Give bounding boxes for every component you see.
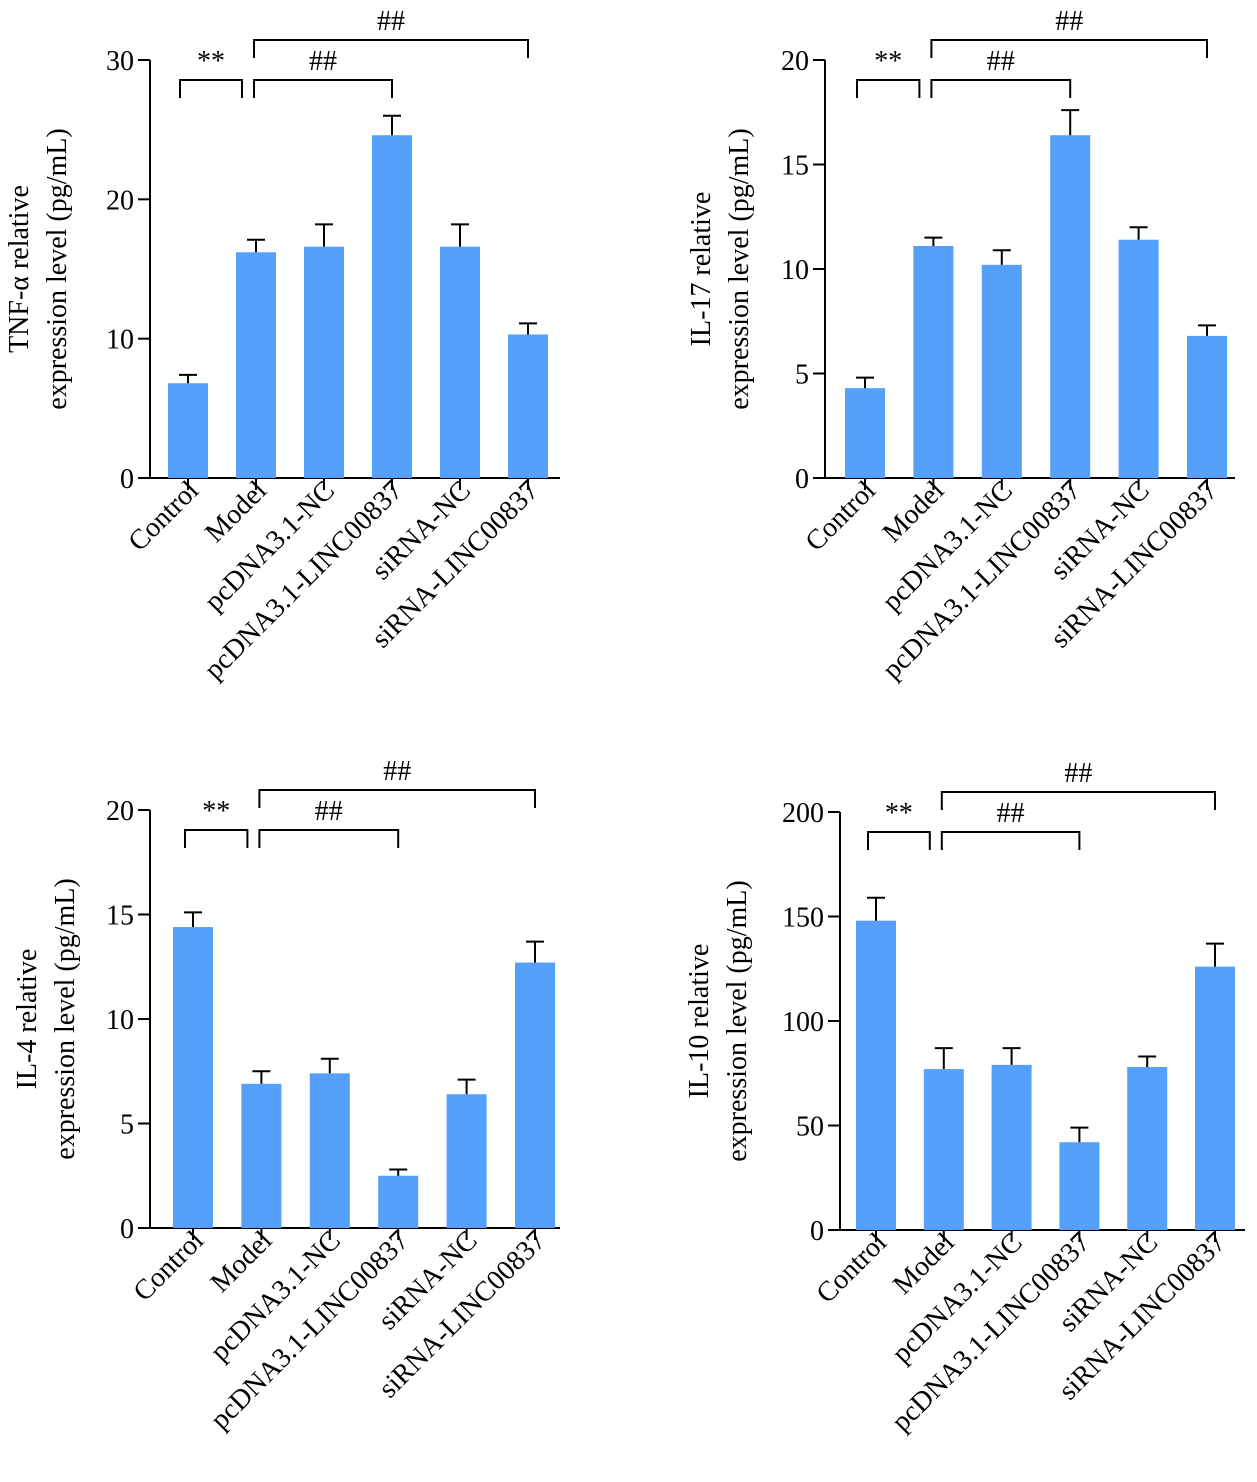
bar bbox=[1059, 1142, 1100, 1230]
y-tick-label: 0 bbox=[120, 1214, 134, 1245]
y-tick-label: 0 bbox=[795, 464, 809, 495]
x-tick-label: Control bbox=[800, 475, 883, 558]
y-tick-label: 20 bbox=[106, 796, 134, 827]
bar bbox=[309, 1073, 350, 1228]
significance-label: ## bbox=[997, 798, 1025, 829]
bar bbox=[856, 920, 896, 1230]
bar bbox=[1118, 239, 1159, 478]
y-tick-label: 10 bbox=[781, 255, 809, 286]
y-tick-label: 0 bbox=[810, 1216, 824, 1247]
y-tick-label: 150 bbox=[782, 903, 824, 934]
significance-label: ## bbox=[1064, 758, 1092, 789]
y-tick-label: 5 bbox=[795, 360, 809, 391]
significance-bracket bbox=[184, 829, 249, 848]
bar bbox=[923, 1069, 964, 1230]
significance-bracket bbox=[258, 789, 536, 808]
bar bbox=[1050, 135, 1091, 479]
significance-label: ## bbox=[309, 46, 337, 77]
y-tick-label: 20 bbox=[106, 185, 134, 216]
bar bbox=[991, 1064, 1032, 1230]
significance-label: ** bbox=[885, 798, 913, 829]
bar bbox=[508, 334, 548, 478]
significance-label: ## bbox=[383, 756, 411, 787]
bar bbox=[845, 388, 885, 478]
y-tick-label: 15 bbox=[106, 901, 134, 932]
significance-bracket bbox=[940, 831, 1081, 850]
bar bbox=[446, 1094, 487, 1228]
significance-label: ## bbox=[987, 46, 1015, 77]
y-tick-label: 100 bbox=[782, 1007, 824, 1038]
y-axis-label: expression level (pg/mL) bbox=[50, 878, 81, 1159]
significance-bracket bbox=[930, 39, 1208, 58]
significance-label: ** bbox=[874, 46, 902, 77]
chart-panel-1: 0 10 20 30 TNF-α relative expression level (p… bbox=[4, 6, 560, 686]
y-tick-label: 30 bbox=[106, 46, 134, 77]
y-axis-label: expression level (pg/mL) bbox=[724, 128, 755, 409]
significance-label: ## bbox=[315, 796, 343, 827]
bar bbox=[1187, 335, 1227, 478]
significance-label: ** bbox=[202, 796, 230, 827]
y-tick-label: 15 bbox=[781, 151, 809, 182]
y-axis-label: expression level (pg/mL) bbox=[722, 880, 753, 1161]
significance-bracket bbox=[253, 39, 529, 58]
chart-panel-4: 0 50 100 150 200 IL-10 relative expression lev… bbox=[684, 758, 1245, 1438]
significance-label: ## bbox=[1055, 6, 1083, 37]
bar bbox=[173, 927, 213, 1228]
y-tick-label: 50 bbox=[796, 1112, 824, 1143]
y-tick-label: 200 bbox=[782, 798, 824, 829]
bar bbox=[913, 246, 954, 478]
significance-bracket bbox=[856, 79, 921, 98]
bar bbox=[241, 1083, 282, 1228]
y-axis-label: IL-17 relative bbox=[686, 192, 717, 347]
bar bbox=[515, 962, 555, 1228]
bar bbox=[372, 135, 412, 479]
bar bbox=[1127, 1066, 1168, 1230]
y-tick-label: 10 bbox=[106, 1005, 134, 1036]
bar bbox=[304, 246, 344, 478]
chart-panel-2: 0 5 10 15 20 IL-17 relative expression level (… bbox=[686, 6, 1235, 686]
x-tick-label: Control bbox=[123, 475, 206, 558]
bar bbox=[236, 252, 276, 478]
y-tick-label: 10 bbox=[106, 325, 134, 356]
significance-bracket bbox=[253, 79, 393, 98]
y-axis-label: expression level (pg/mL) bbox=[42, 128, 73, 409]
significance-label: ** bbox=[197, 46, 225, 77]
significance-label: ## bbox=[377, 6, 405, 37]
bar bbox=[168, 383, 208, 478]
y-tick-label: 20 bbox=[781, 46, 809, 77]
y-axis-label: TNF-α relative bbox=[4, 185, 35, 353]
significance-bracket bbox=[179, 79, 243, 98]
y-axis-label: IL-10 relative bbox=[684, 944, 715, 1099]
significance-bracket bbox=[258, 829, 400, 848]
bar bbox=[378, 1175, 419, 1228]
y-tick-label: 0 bbox=[120, 464, 134, 495]
significance-bracket bbox=[940, 791, 1216, 810]
y-axis-label: IL-4 relative bbox=[12, 949, 43, 1090]
significance-bracket bbox=[930, 79, 1072, 98]
chart-panel-3: 0 5 10 15 20 IL-4 relative expression level (p… bbox=[12, 756, 560, 1436]
x-tick-label: Control bbox=[128, 1225, 211, 1308]
bar bbox=[981, 264, 1022, 478]
significance-bracket bbox=[867, 831, 931, 850]
bar bbox=[440, 246, 480, 478]
y-tick-label: 5 bbox=[120, 1110, 134, 1141]
bar bbox=[1195, 966, 1235, 1230]
